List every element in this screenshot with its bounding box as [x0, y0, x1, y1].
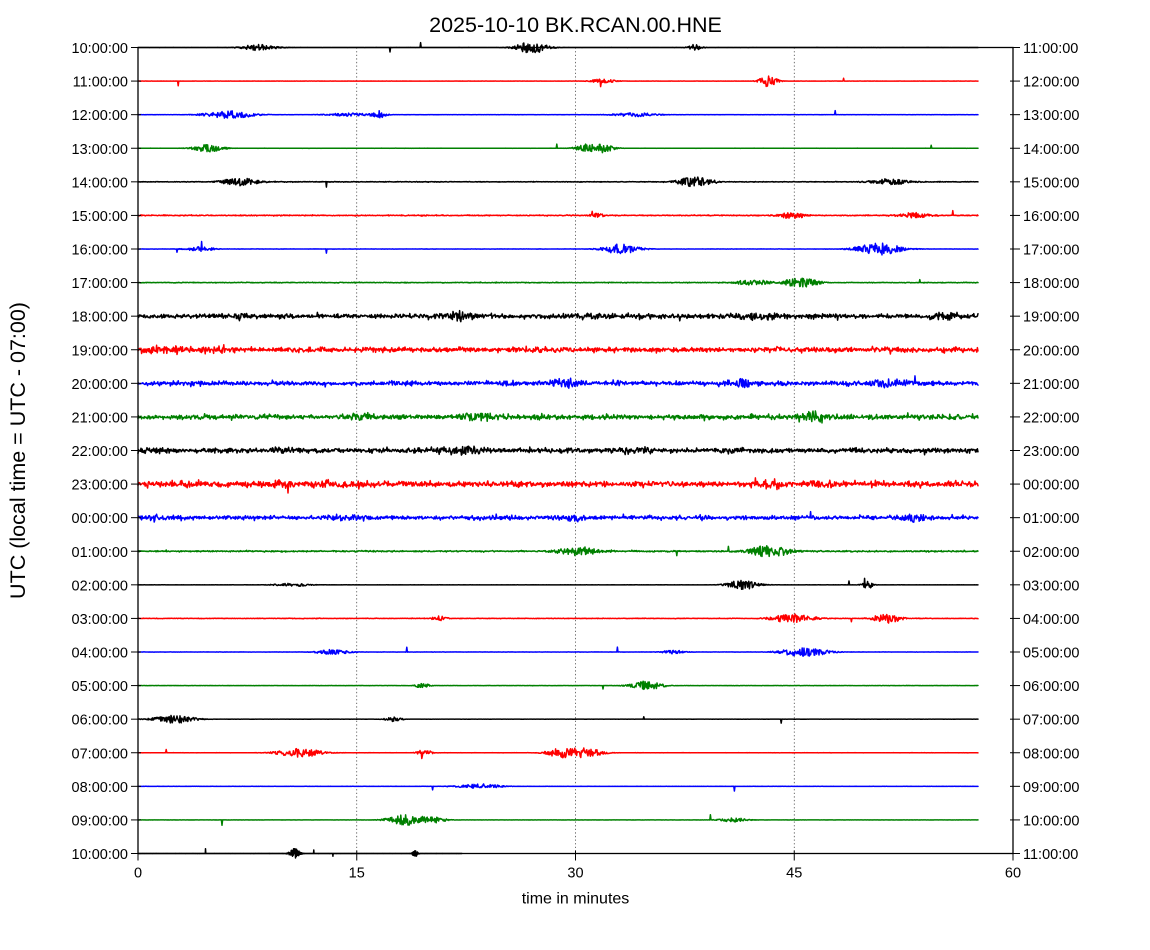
svg-text:01:00:00: 01:00:00	[72, 545, 128, 561]
svg-text:09:00:00: 09:00:00	[72, 813, 128, 829]
svg-text:11:00:00: 11:00:00	[1023, 41, 1078, 57]
svg-text:07:00:00: 07:00:00	[72, 746, 128, 762]
svg-text:15:00:00: 15:00:00	[1023, 175, 1079, 191]
svg-text:22:00:00: 22:00:00	[72, 444, 128, 460]
svg-text:17:00:00: 17:00:00	[1023, 243, 1079, 259]
svg-text:16:00:00: 16:00:00	[72, 243, 128, 259]
svg-text:23:00:00: 23:00:00	[1023, 444, 1079, 460]
svg-text:13:00:00: 13:00:00	[72, 142, 128, 158]
svg-text:19:00:00: 19:00:00	[1023, 310, 1079, 326]
svg-text:08:00:00: 08:00:00	[72, 780, 128, 796]
svg-text:23:00:00: 23:00:00	[72, 478, 128, 494]
svg-text:02:00:00: 02:00:00	[1023, 545, 1079, 561]
svg-text:13:00:00: 13:00:00	[1023, 108, 1079, 124]
svg-text:00:00:00: 00:00:00	[1023, 478, 1079, 494]
svg-text:10:00:00: 10:00:00	[72, 41, 128, 57]
svg-text:03:00:00: 03:00:00	[1023, 578, 1079, 594]
svg-text:2025-10-10 BK.RCAN.00.HNE: 2025-10-10 BK.RCAN.00.HNE	[429, 13, 722, 37]
svg-text:UTC (local time = UTC - 07:00): UTC (local time = UTC - 07:00)	[6, 302, 30, 599]
svg-text:06:00:00: 06:00:00	[72, 713, 128, 729]
svg-text:09:00:00: 09:00:00	[1023, 780, 1079, 796]
svg-text:12:00:00: 12:00:00	[1023, 75, 1079, 91]
svg-text:21:00:00: 21:00:00	[72, 410, 128, 426]
svg-text:05:00:00: 05:00:00	[72, 679, 128, 695]
svg-text:08:00:00: 08:00:00	[1023, 746, 1079, 762]
svg-text:15: 15	[349, 866, 365, 882]
svg-text:14:00:00: 14:00:00	[1023, 142, 1079, 158]
svg-text:04:00:00: 04:00:00	[72, 646, 128, 662]
svg-text:18:00:00: 18:00:00	[1023, 276, 1079, 292]
svg-text:03:00:00: 03:00:00	[72, 612, 128, 628]
svg-text:20:00:00: 20:00:00	[1023, 343, 1079, 359]
svg-text:60: 60	[1005, 866, 1021, 882]
svg-text:17:00:00: 17:00:00	[72, 276, 128, 292]
svg-text:05:00:00: 05:00:00	[1023, 646, 1079, 662]
svg-text:21:00:00: 21:00:00	[1023, 377, 1079, 393]
svg-text:14:00:00: 14:00:00	[72, 175, 128, 191]
svg-text:0: 0	[134, 866, 142, 882]
svg-text:18:00:00: 18:00:00	[72, 310, 128, 326]
svg-text:16:00:00: 16:00:00	[1023, 209, 1079, 225]
svg-text:06:00:00: 06:00:00	[1023, 679, 1079, 695]
svg-text:07:00:00: 07:00:00	[1023, 713, 1079, 729]
svg-text:11:00:00: 11:00:00	[1023, 847, 1078, 863]
svg-text:12:00:00: 12:00:00	[72, 108, 128, 124]
svg-text:22:00:00: 22:00:00	[1023, 410, 1079, 426]
svg-text:02:00:00: 02:00:00	[72, 578, 128, 594]
svg-text:10:00:00: 10:00:00	[1023, 813, 1079, 829]
svg-text:time in minutes: time in minutes	[522, 891, 630, 908]
svg-text:45: 45	[786, 866, 802, 882]
svg-text:20:00:00: 20:00:00	[72, 377, 128, 393]
svg-text:00:00:00: 00:00:00	[72, 511, 128, 527]
svg-text:01:00:00: 01:00:00	[1023, 511, 1079, 527]
svg-text:19:00:00: 19:00:00	[72, 343, 128, 359]
svg-text:30: 30	[567, 866, 583, 882]
svg-text:10:00:00: 10:00:00	[72, 847, 128, 863]
svg-text:11:00:00: 11:00:00	[73, 75, 128, 91]
svg-text:04:00:00: 04:00:00	[1023, 612, 1079, 628]
svg-text:15:00:00: 15:00:00	[72, 209, 128, 225]
